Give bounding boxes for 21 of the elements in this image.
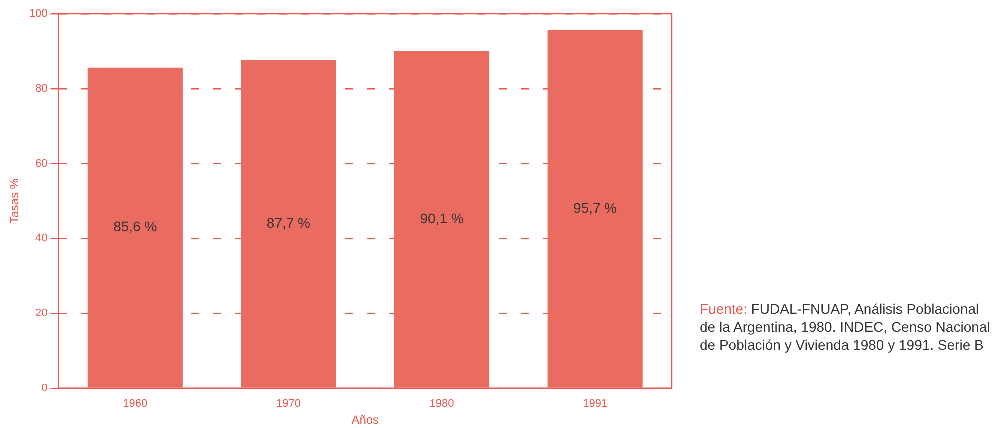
bar bbox=[394, 51, 490, 388]
y-tick-label: 60 bbox=[36, 158, 48, 170]
x-tick-label: 1960 bbox=[123, 398, 148, 410]
x-tick-label: 1991 bbox=[583, 398, 608, 410]
bar bbox=[548, 30, 643, 388]
y-tick-label: 20 bbox=[36, 308, 48, 320]
y-axis-title: Tasas % bbox=[8, 178, 22, 224]
x-tick-label: 1980 bbox=[430, 398, 454, 410]
x-axis-title: Años bbox=[352, 413, 380, 428]
data-label: 87,7 % bbox=[266, 214, 311, 231]
data-label: 90,1 % bbox=[420, 210, 464, 226]
y-tick-label: 0 bbox=[42, 382, 48, 394]
source-note: Fuente: FUDAL-FNUAP, Análisis Poblacional de la Argentina, 1980. INDEC, Censo Nacional de Población y Vivienda 1980 y 1991. Serie B bbox=[700, 300, 992, 354]
bar bbox=[241, 60, 336, 388]
y-tick-label: 80 bbox=[36, 82, 48, 95]
y-tick-label: 100 bbox=[29, 8, 48, 20]
x-tick-label: 1970 bbox=[276, 398, 301, 410]
bar bbox=[88, 68, 183, 388]
data-label: 95,7 % bbox=[574, 200, 618, 216]
y-tick-label: 40 bbox=[36, 232, 48, 245]
data-label: 85,6 % bbox=[114, 218, 158, 235]
